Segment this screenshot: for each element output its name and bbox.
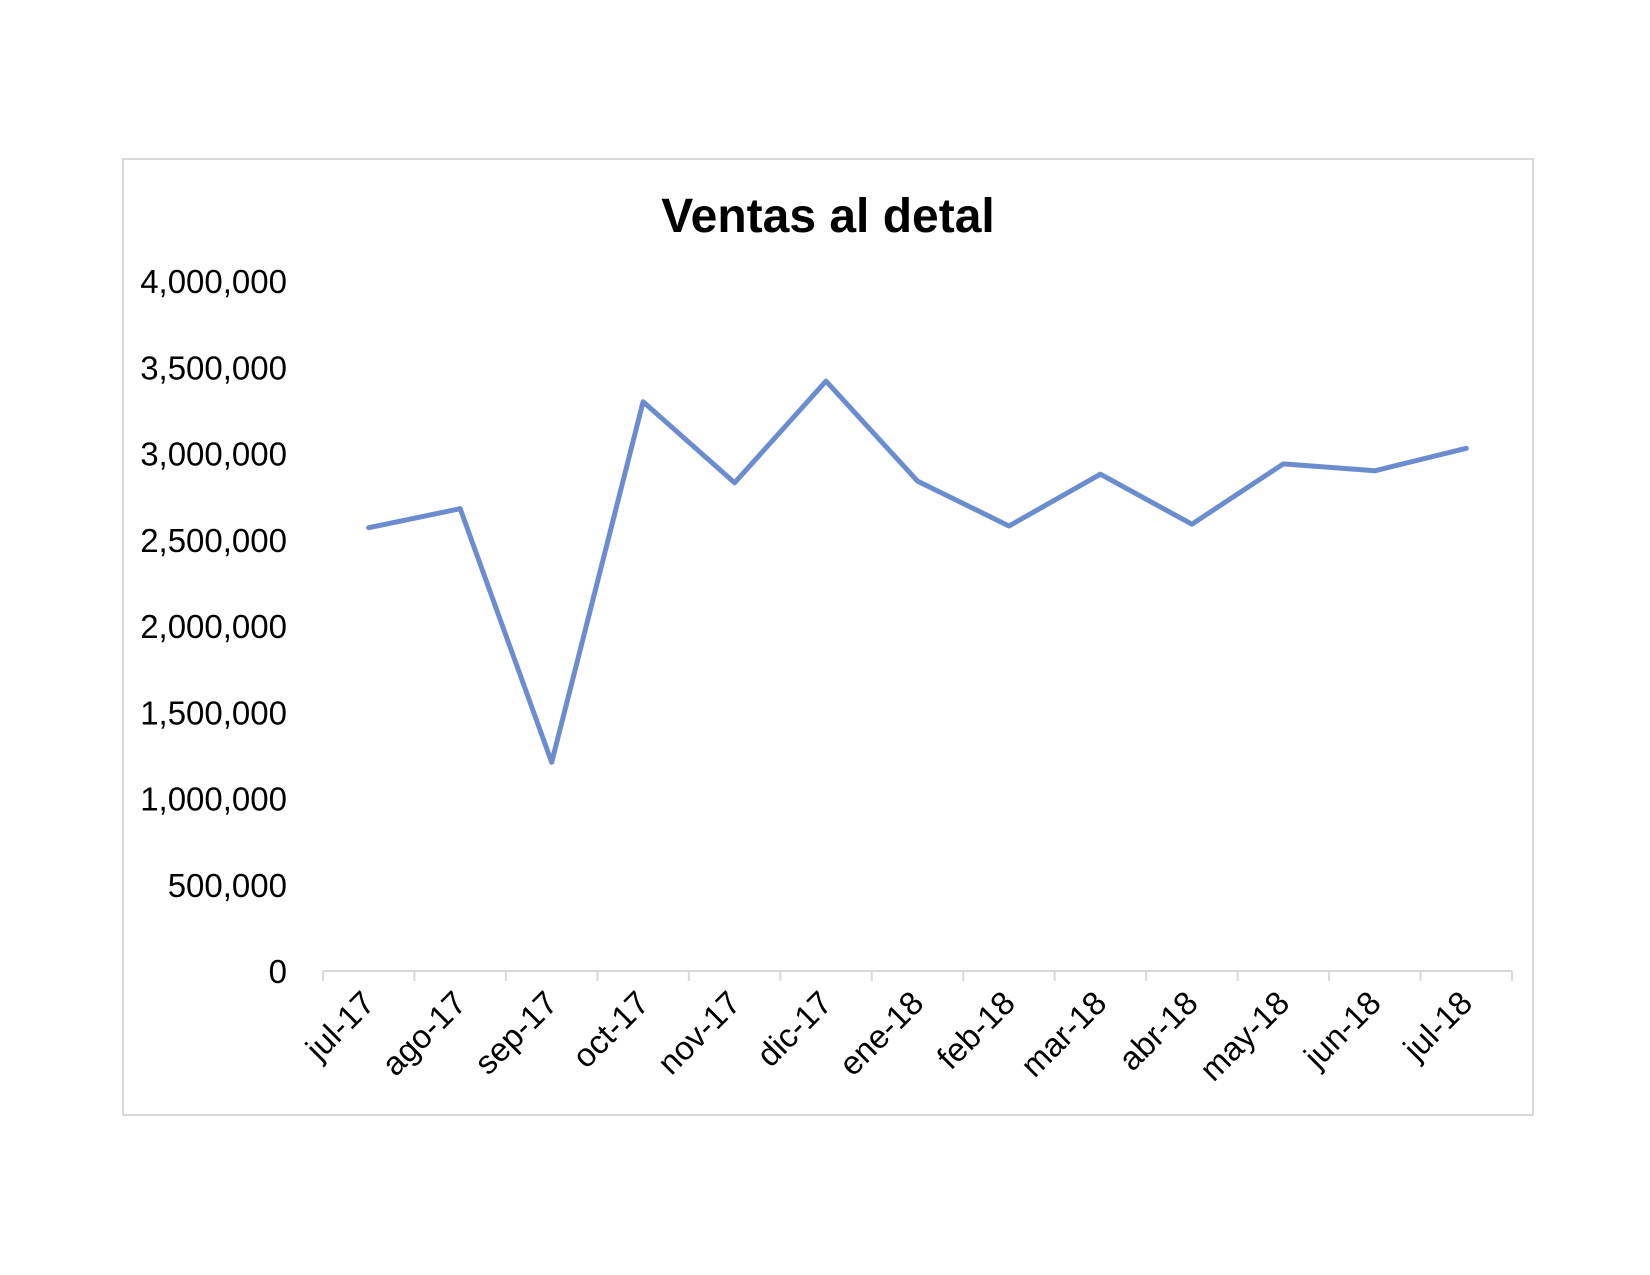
chart-frame — [122, 158, 1534, 1116]
x-tick-label: jul-18 — [1395, 984, 1479, 1068]
y-tick-label: 3,500,000 — [140, 349, 287, 386]
x-tick-label: abr-18 — [1111, 984, 1205, 1078]
y-axis-ticks: 0 500,000 1,000,000 1,500,000 2,000,000 2,500… — [140, 263, 287, 990]
y-tick-label: 2,000,000 — [140, 608, 287, 645]
y-tick-label: 500,000 — [168, 867, 287, 904]
x-tick-label: jun-18 — [1296, 984, 1388, 1076]
x-axis — [322, 970, 1513, 981]
series-line — [366, 378, 1469, 765]
y-tick-label: 2,500,000 — [140, 522, 287, 559]
x-tick-label: mar-18 — [1013, 984, 1113, 1084]
y-tick-label: 0 — [269, 953, 287, 990]
y-tick-label: 3,000,000 — [140, 436, 287, 473]
x-tick-label: jul-17 — [298, 984, 382, 1068]
y-tick-label: 4,000,000 — [140, 263, 287, 300]
chart-title: Ventas al detal — [661, 190, 995, 243]
x-tick-label: ene-18 — [832, 984, 931, 1083]
y-tick-label: 1,500,000 — [140, 694, 287, 731]
y-tick-label: 1,000,000 — [140, 781, 287, 818]
x-tick-label: oct-17 — [565, 984, 656, 1075]
series-group — [366, 378, 1469, 765]
x-tick-label: ago-17 — [374, 984, 473, 1083]
x-tick-label: sep-17 — [467, 984, 565, 1082]
x-tick-label: dic-17 — [749, 984, 839, 1074]
x-tick-label: nov-17 — [650, 984, 748, 1082]
x-tick-label: may-18 — [1192, 984, 1296, 1088]
x-tick-label: feb-18 — [930, 984, 1022, 1076]
